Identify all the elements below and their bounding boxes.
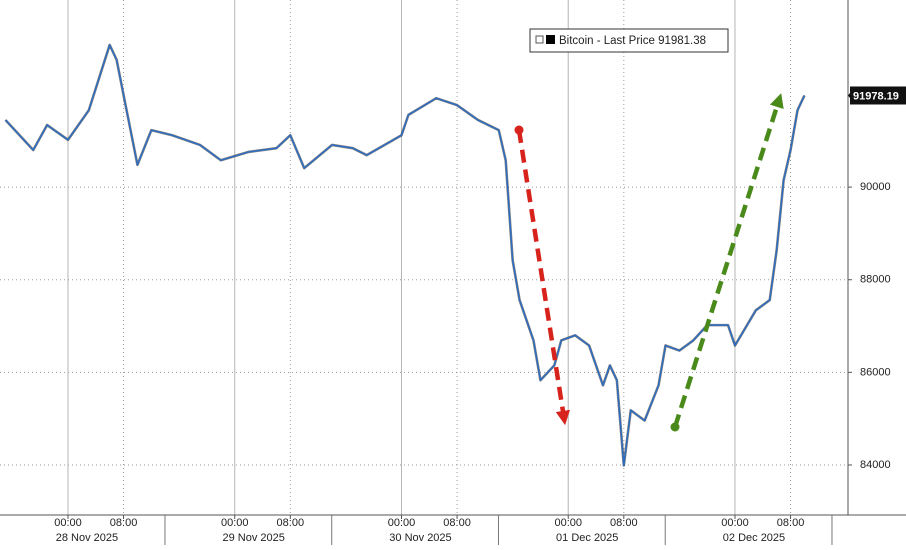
y-tick-label: 86000 <box>860 366 891 378</box>
x-date-label: 01 Dec 2025 <box>556 532 618 544</box>
y-tick-label: 88000 <box>860 274 891 286</box>
legend-series-name: Bitcoin - Last Price <box>559 35 655 47</box>
green-arrow <box>672 93 784 428</box>
x-tick-label: 08:00 <box>610 517 638 529</box>
legend-toggle <box>535 35 544 44</box>
x-tick-label: 08:00 <box>277 517 305 529</box>
annotation-arrows <box>514 93 784 432</box>
axis-layer: 84000 86000 88000 90000 00:00 08:00 00:00 08:00… <box>54 86 906 545</box>
x-tick-label: 08:00 <box>777 517 805 529</box>
legend-box <box>529 28 729 53</box>
x-tick-label: 00:00 <box>554 517 582 529</box>
last-price-tag-pointer <box>848 90 852 101</box>
x-tick-label: 00:00 <box>721 517 749 529</box>
x-tick-label: 00:00 <box>388 517 416 529</box>
legend: Bitcoin - Last Price 91981.38 <box>529 28 729 53</box>
x-date-label: 29 Nov 2025 <box>223 532 285 544</box>
grid-layer <box>0 0 848 515</box>
red-arrow <box>516 129 571 426</box>
y-tick-label: 90000 <box>860 181 891 193</box>
legend-swatch <box>546 35 555 44</box>
x-tick-label: 00:00 <box>221 517 249 529</box>
x-date-label: 30 Nov 2025 <box>389 532 451 544</box>
x-tick-label: 08:00 <box>110 517 138 529</box>
x-tick-label: 00:00 <box>54 517 82 529</box>
legend-entry: Bitcoin - Last Price 91981.38 <box>559 35 706 47</box>
x-date-label: 02 Dec 2025 <box>723 532 785 544</box>
y-tick-label: 84000 <box>860 459 891 471</box>
x-date-label: 28 Nov 2025 <box>56 532 118 544</box>
last-price-label: 91978.19 <box>853 90 899 102</box>
last-price-tag <box>850 86 906 105</box>
legend-value: 91981.38 <box>658 35 706 47</box>
x-tick-label: 08:00 <box>443 517 471 529</box>
